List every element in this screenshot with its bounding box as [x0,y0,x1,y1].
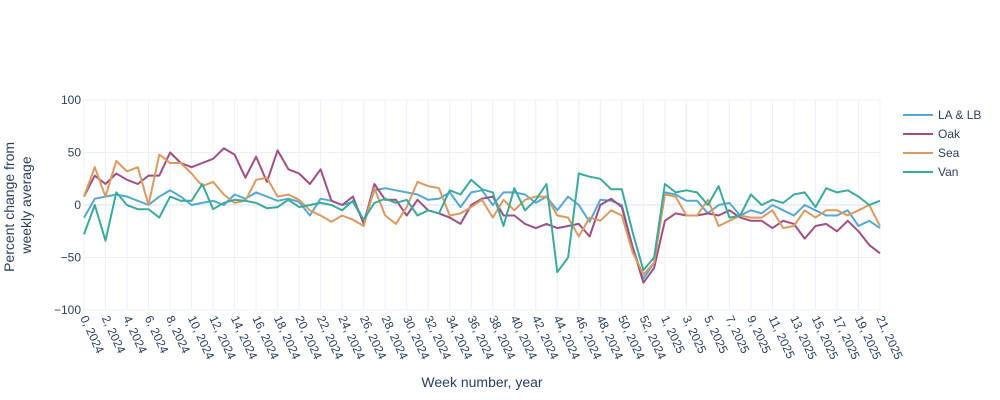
legend-item-sea[interactable]: Sea [903,146,960,160]
y-tick-label: 0 [74,198,81,212]
series-line-la-lb [83,187,881,280]
y-tick-label: 100 [61,93,81,107]
x-axis-title: Week number, year [421,374,542,390]
y-tick-label: 50 [68,146,82,160]
legend-label: Sea [938,146,960,160]
y-tick-label: −100 [54,303,81,317]
series-line-sea [83,153,881,276]
legend-item-van[interactable]: Van [903,165,958,179]
y-axis-title: Percent change from weekly average [1,138,34,272]
y-axis-ticks: −100 −50 0 50 100 [54,93,81,317]
series-line-van [83,172,881,274]
legend-item-la-lb[interactable]: LA & LB [903,108,981,122]
y-tick-label: −50 [61,251,82,265]
legend: LA & LB Oak Sea Van [903,108,981,179]
legend-label: Van [938,165,958,179]
legend-label: LA & LB [938,108,981,122]
legend-label: Oak [938,127,961,141]
series-lines [83,147,881,284]
legend-item-oak[interactable]: Oak [903,127,961,141]
series-line-oak [83,147,881,284]
